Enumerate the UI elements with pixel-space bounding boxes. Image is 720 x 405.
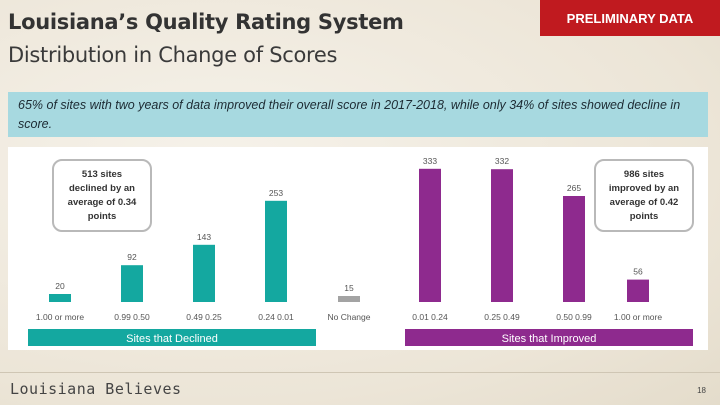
improved-annotation-text: 986 sites improved by an average of 0.42 po… xyxy=(609,169,679,222)
tick-label: No Change xyxy=(327,312,370,322)
data-label: 143 xyxy=(197,232,211,242)
footer-brand: Louisiana Believes xyxy=(10,380,182,398)
preliminary-badge: PRELIMINARY DATA xyxy=(540,0,720,36)
data-label: 15 xyxy=(344,283,354,293)
declined-annotation-line: declined by an xyxy=(69,183,135,194)
declined-annotation-text: 513 sites declined by an average of 0.34 po… xyxy=(68,169,137,222)
improved-annotation-box xyxy=(594,159,694,232)
tick-label: 0.49 0.25 xyxy=(186,312,222,322)
page-number: 18 xyxy=(697,386,706,395)
bar-chart: 20 1.00 or more 92 0.99 0.50 143 0.49 0.25 253… xyxy=(28,156,694,346)
bar-4 xyxy=(265,200,287,302)
improved-annotation-line: average of 0.42 xyxy=(610,197,679,208)
data-label: 265 xyxy=(567,183,581,193)
declined-annotation-line: points xyxy=(88,211,117,222)
bar-9 xyxy=(627,279,649,302)
tick-label: 0.50 0.99 xyxy=(556,312,592,322)
chart-area: 20 1.00 or more 92 0.99 0.50 143 0.49 0.25 253… xyxy=(8,147,708,350)
page-title: Louisiana’s Quality Rating System xyxy=(8,10,404,34)
declined-group-label: Sites that Declined xyxy=(126,333,218,345)
bar-6 xyxy=(419,168,441,302)
tick-label: 0.01 0.24 xyxy=(412,312,448,322)
tick-label: 1.00 or more xyxy=(36,312,84,322)
page-subtitle: Distribution in Change of Scores xyxy=(8,43,338,67)
improved-annotation-line: points xyxy=(630,211,659,222)
improved-group-label: Sites that Improved xyxy=(502,333,597,345)
bar-3 xyxy=(193,244,215,302)
improved-annotation-line: improved by an xyxy=(609,183,679,194)
bar-8 xyxy=(563,196,585,302)
footer-divider xyxy=(0,372,720,373)
data-label: 333 xyxy=(423,156,437,166)
bar-1 xyxy=(49,294,71,302)
improved-group-band xyxy=(405,329,693,346)
bar-2 xyxy=(121,265,143,302)
bar-7 xyxy=(491,169,513,302)
improved-annotation-line: 986 sites xyxy=(624,169,664,180)
tick-label: 0.99 0.50 xyxy=(114,312,150,322)
tick-label: 0.25 0.49 xyxy=(484,312,520,322)
bar-5 xyxy=(338,296,360,302)
declined-annotation-box xyxy=(52,159,152,232)
declined-annotation-line: average of 0.34 xyxy=(68,197,137,208)
summary-callout: 65% of sites with two years of data impr… xyxy=(8,92,708,137)
data-label: 56 xyxy=(633,267,643,277)
data-label: 92 xyxy=(127,252,137,262)
data-label: 332 xyxy=(495,156,509,166)
declined-group-band xyxy=(28,329,316,346)
data-label: 253 xyxy=(269,188,283,198)
data-label: 20 xyxy=(55,281,65,291)
declined-annotation-line: 513 sites xyxy=(82,169,122,180)
tick-label: 0.24 0.01 xyxy=(258,312,294,322)
tick-label: 1.00 or more xyxy=(614,312,662,322)
